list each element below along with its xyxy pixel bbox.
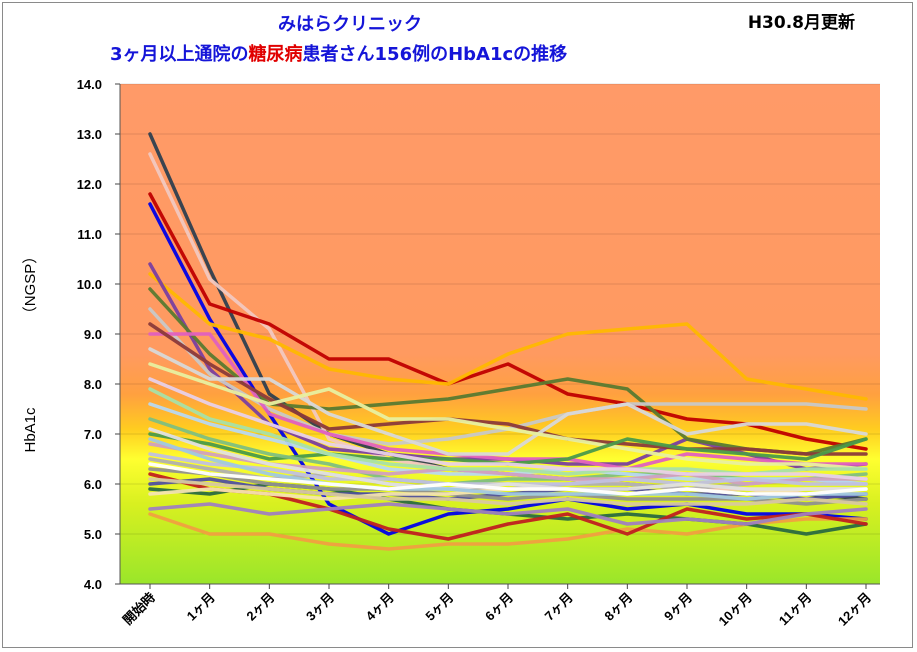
series-line-10 (148, 322, 868, 456)
x-tick-label: 7ヶ月 (542, 590, 576, 624)
subtitle-part-3: 患者さん156例のHbA1cの推移 (302, 44, 568, 65)
x-tick-label: 6ヶ月 (482, 590, 516, 624)
series-line-5 (148, 272, 868, 401)
y-tick-label: 5.0 (84, 527, 102, 542)
y-tick-label: 6.0 (84, 477, 102, 492)
update-label: H30.8月更新 (747, 13, 855, 33)
y-tick-label: 9.0 (84, 327, 102, 342)
chart-subtitle: 3ヶ月以上通院の糖尿病患者さん156例のHbA1cの推移 (110, 40, 567, 66)
series-line-16 (148, 502, 868, 526)
y-tick-label: 14.0 (77, 77, 102, 92)
clinic-title: みはらクリニック (278, 14, 422, 35)
series-line-11 (148, 347, 868, 456)
x-tick-label: 1ヶ月 (184, 590, 218, 624)
y-tick-label: 11.0 (77, 227, 102, 242)
y-tick-label: 7.0 (84, 427, 102, 442)
y-tick-label: 8.0 (84, 377, 102, 392)
x-tick-label: 開始時 (120, 590, 158, 628)
y-axis-label-unit: （NGSP） (22, 249, 39, 322)
x-tick-label: 2ヶ月 (243, 590, 277, 624)
series-line-25 (148, 377, 868, 481)
y-axis-label-hba1c: HbA1c (22, 407, 39, 453)
x-tick-label: 11ヶ月 (776, 590, 815, 629)
y-tick-labels: 4.0 5.0 6.0 7.0 8.0 9.0 10.0 11.0 12.0 13.0 14.0 (77, 77, 102, 592)
x-tick-label: 3ヶ月 (303, 590, 337, 624)
series-line-30 (148, 437, 868, 501)
series-line-28 (148, 427, 868, 491)
y-tick-label: 10.0 (77, 277, 102, 292)
x-tick-label: 4ヶ月 (363, 590, 397, 624)
x-tick-label: 5ヶ月 (422, 590, 456, 624)
series-line-31 (148, 462, 868, 496)
axes (119, 84, 880, 589)
series-lines (148, 132, 868, 551)
subtitle-part-1: 3ヶ月以上通院の (110, 44, 249, 65)
y-tick-label: 4.0 (84, 577, 102, 592)
y-tick-label: 13.0 (77, 127, 102, 142)
x-tick-label: 12ヶ月 (835, 590, 874, 629)
x-tick-label: 8ヶ月 (601, 590, 635, 624)
x-tick-label: 9ヶ月 (661, 590, 695, 624)
subtitle-highlight: 糖尿病 (248, 44, 303, 65)
series-line-9 (148, 332, 868, 471)
series-line-12 (148, 362, 868, 471)
x-tick-label: 10ヶ月 (716, 590, 755, 629)
y-tick-label: 12.0 (77, 177, 102, 192)
x-tick-labels: 開始時 1ヶ月 2ヶ月 3ヶ月 4ヶ月 5ヶ月 6ヶ月 7ヶ月 8ヶ月 9ヶ月 10ヶ月 11ヶ月 12… (120, 590, 874, 629)
series-line-29 (148, 477, 868, 506)
